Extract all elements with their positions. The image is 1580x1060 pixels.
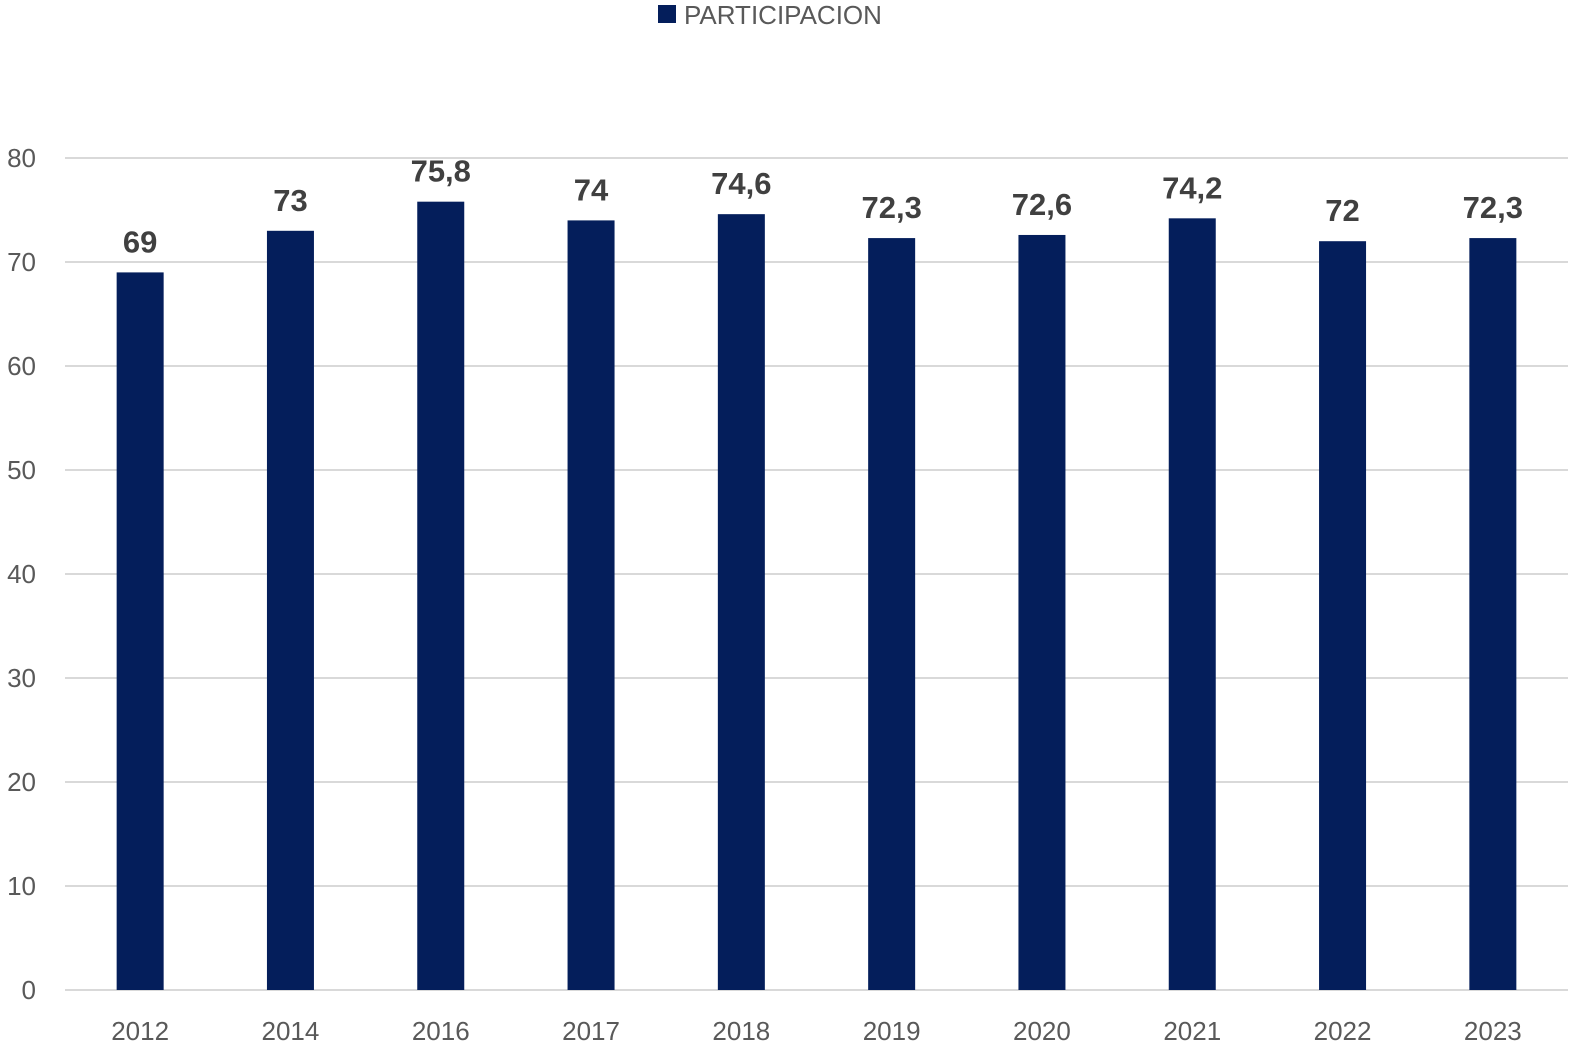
x-tick-label: 2016 <box>412 1016 470 1046</box>
y-tick-label: 70 <box>7 247 36 277</box>
bar <box>1469 238 1517 990</box>
data-label: 72,6 <box>1012 187 1072 222</box>
y-tick-label: 40 <box>7 559 36 589</box>
bar <box>868 238 916 990</box>
bar <box>717 214 765 990</box>
y-tick-label: 0 <box>22 975 36 1005</box>
legend-swatch <box>658 5 676 23</box>
data-label: 69 <box>123 224 157 259</box>
x-tick-label: 2017 <box>562 1016 620 1046</box>
data-labels: 69 73 75,8 74 74,6 72,3 72,6 74,2 72 72,3 <box>123 154 1523 260</box>
legend-label: PARTICIPACION <box>684 0 882 30</box>
y-tick-label: 80 <box>7 143 36 173</box>
x-tick-label: 2019 <box>863 1016 921 1046</box>
x-tick-label: 2018 <box>712 1016 770 1046</box>
y-tick-label: 20 <box>7 767 36 797</box>
y-tick-label: 50 <box>7 455 36 485</box>
bar <box>1018 234 1066 990</box>
bar <box>116 272 164 990</box>
x-axis-ticks: 2012 2014 2016 2017 2018 2019 2020 2021 2022 2023 <box>111 1016 1522 1046</box>
data-label: 72 <box>1325 193 1359 228</box>
bar <box>1319 241 1367 990</box>
bar <box>417 201 465 990</box>
bars <box>116 201 1517 991</box>
legend: PARTICIPACION <box>658 0 882 30</box>
x-tick-label: 2021 <box>1163 1016 1221 1046</box>
gridlines <box>65 157 1568 991</box>
y-tick-label: 30 <box>7 663 36 693</box>
data-label: 73 <box>273 183 307 218</box>
data-label: 74 <box>574 172 609 207</box>
bar <box>1168 218 1216 990</box>
x-tick-label: 2020 <box>1013 1016 1071 1046</box>
y-axis-ticks: 0 10 20 30 40 50 60 70 80 <box>7 143 36 1005</box>
x-tick-label: 2014 <box>262 1016 320 1046</box>
bar <box>567 220 615 990</box>
x-tick-label: 2012 <box>111 1016 169 1046</box>
x-tick-label: 2022 <box>1314 1016 1372 1046</box>
data-label: 72,3 <box>1463 190 1523 225</box>
y-tick-label: 60 <box>7 351 36 381</box>
bar <box>266 230 314 991</box>
data-label: 74,6 <box>711 166 771 201</box>
data-label: 74,2 <box>1162 170 1222 205</box>
data-label: 72,3 <box>861 190 921 225</box>
y-tick-label: 10 <box>7 871 36 901</box>
x-tick-label: 2023 <box>1464 1016 1522 1046</box>
data-label: 75,8 <box>411 154 471 189</box>
